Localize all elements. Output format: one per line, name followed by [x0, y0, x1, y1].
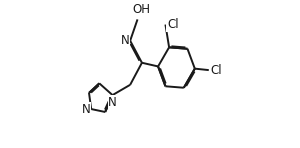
- Text: Cl: Cl: [210, 64, 222, 77]
- Text: Cl: Cl: [167, 18, 178, 31]
- Text: N: N: [108, 96, 117, 109]
- Text: N: N: [121, 34, 129, 47]
- Text: N: N: [82, 103, 91, 116]
- Text: OH: OH: [132, 3, 150, 16]
